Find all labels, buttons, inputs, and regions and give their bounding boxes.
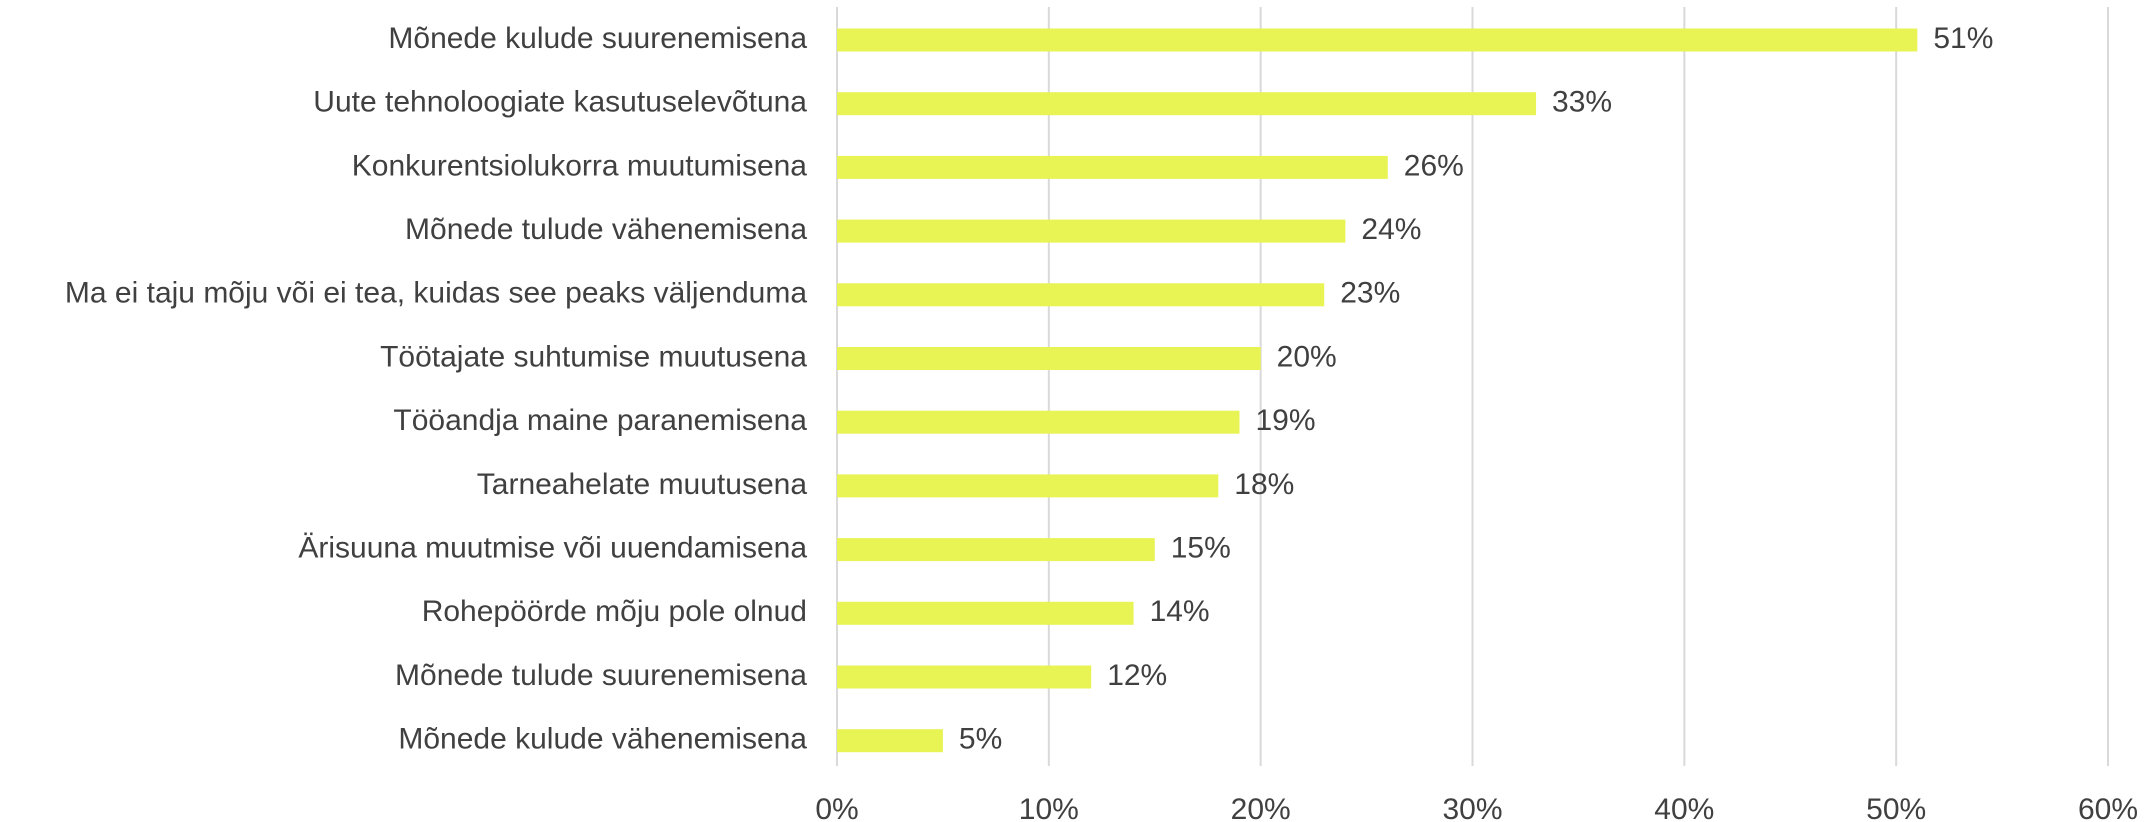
category-label: Tarneahelate muutusena (477, 468, 808, 501)
category-label: Mõnede kulude vähenemisena (398, 723, 807, 756)
category-label: Töötajate suhtumise muutusena (380, 340, 807, 373)
category-label: Mõnede kulude suurenemisena (388, 22, 807, 55)
value-label: 26% (1404, 149, 1464, 182)
x-tick-label: 30% (1442, 793, 1502, 822)
category-label: Ma ei taju mõju või ei tea, kuidas see p… (65, 277, 807, 310)
bar (837, 601, 1134, 625)
value-label: 14% (1150, 595, 1210, 628)
bar (837, 155, 1388, 179)
value-label: 23% (1340, 277, 1400, 310)
category-label: Uute tehnoloogiate kasutuselevõtuna (313, 86, 807, 119)
x-tick-label: 10% (1019, 793, 1079, 822)
bar (837, 729, 943, 753)
value-label: 5% (959, 723, 1002, 756)
value-label: 12% (1107, 659, 1167, 692)
x-tick-label: 0% (815, 793, 858, 822)
category-label: Tööandja maine paranemisena (393, 404, 807, 437)
value-label: 33% (1552, 86, 1612, 119)
category-label: Konkurentsiolukorra muutumisena (352, 149, 808, 182)
bar (837, 347, 1261, 370)
value-label: 15% (1171, 532, 1231, 565)
bar (837, 474, 1219, 498)
category-label: Rohepöörde mõju pole olnud (422, 595, 807, 628)
x-tick-label: 20% (1231, 793, 1291, 822)
bar (837, 283, 1325, 307)
bar (837, 410, 1240, 434)
bar (837, 538, 1155, 562)
value-label: 51% (1933, 22, 1993, 55)
x-tick-label: 40% (1654, 793, 1714, 822)
value-label: 18% (1234, 468, 1294, 501)
bar (837, 219, 1346, 243)
category-label: Mõnede tulude suurenemisena (395, 659, 807, 692)
value-label: 19% (1255, 404, 1315, 437)
bar (837, 665, 1092, 689)
bar (837, 28, 1918, 52)
value-label: 24% (1361, 213, 1421, 246)
category-label: Mõnede tulude vähenemisena (405, 213, 807, 246)
bar (837, 92, 1537, 116)
x-tick-label: 60% (2078, 793, 2138, 822)
category-label: Ärisuuna muutmise või uuendamisena (298, 532, 807, 565)
x-tick-label: 50% (1866, 793, 1926, 822)
value-label: 20% (1277, 340, 1337, 373)
